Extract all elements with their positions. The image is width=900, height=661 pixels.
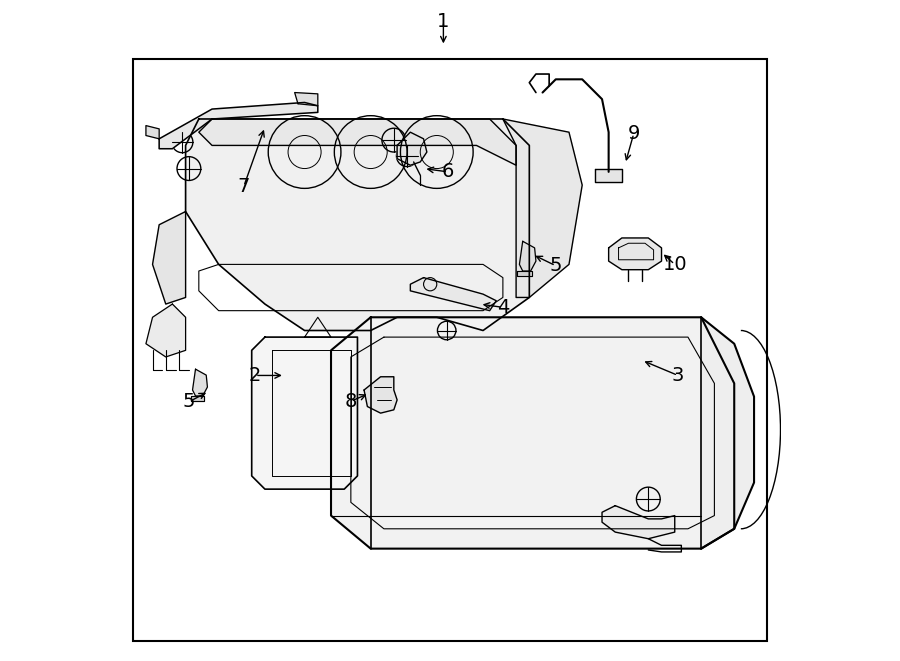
Polygon shape xyxy=(596,169,622,182)
Text: 10: 10 xyxy=(662,255,687,274)
Text: 3: 3 xyxy=(672,366,684,385)
Polygon shape xyxy=(159,102,318,149)
Text: 4: 4 xyxy=(497,298,509,317)
Polygon shape xyxy=(701,317,754,549)
Polygon shape xyxy=(602,506,675,539)
Polygon shape xyxy=(199,119,516,165)
Polygon shape xyxy=(503,119,582,297)
Polygon shape xyxy=(519,241,536,271)
Text: 5: 5 xyxy=(183,393,195,411)
Polygon shape xyxy=(146,126,159,139)
Text: 8: 8 xyxy=(345,392,357,410)
Polygon shape xyxy=(397,132,427,165)
Text: 9: 9 xyxy=(627,124,640,143)
Text: 2: 2 xyxy=(248,366,261,385)
Polygon shape xyxy=(185,119,529,330)
Polygon shape xyxy=(364,377,397,413)
Text: 6: 6 xyxy=(442,163,454,181)
Text: 1: 1 xyxy=(437,12,450,30)
Polygon shape xyxy=(146,304,185,357)
Text: 5: 5 xyxy=(550,256,562,275)
Polygon shape xyxy=(191,396,203,401)
Polygon shape xyxy=(518,271,532,276)
Polygon shape xyxy=(153,212,185,304)
Polygon shape xyxy=(193,369,207,396)
Text: 7: 7 xyxy=(238,177,250,196)
Polygon shape xyxy=(252,337,357,489)
Polygon shape xyxy=(410,278,496,311)
Polygon shape xyxy=(331,317,734,549)
Polygon shape xyxy=(294,93,318,106)
Polygon shape xyxy=(608,238,662,270)
